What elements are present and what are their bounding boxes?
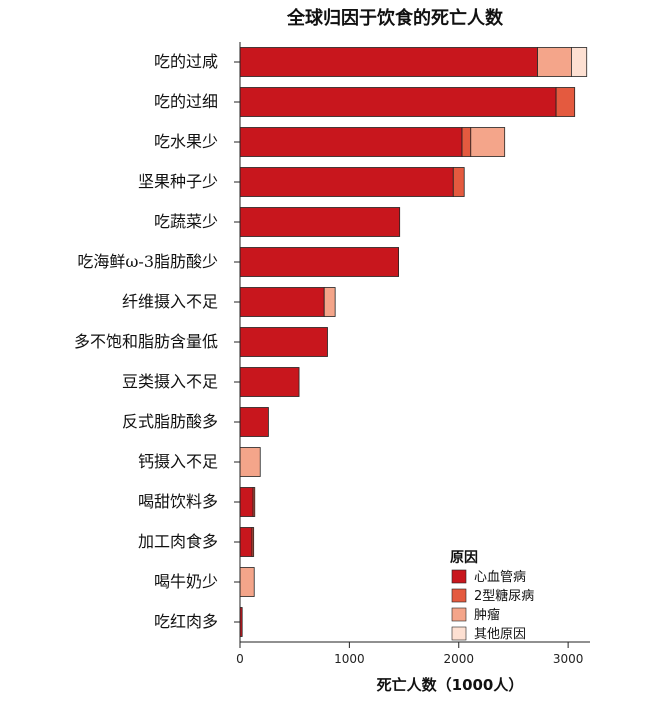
bar-segment [239, 447, 261, 477]
category-label: 吃海鲜ω-3脂肪酸少 [77, 252, 218, 271]
bar-segment [239, 367, 300, 397]
category-label: 喝牛奶少 [154, 572, 218, 591]
category-label: 吃的过细 [154, 92, 218, 111]
category-label: 坚果种子少 [138, 172, 218, 191]
legend-label: 其他原因 [474, 627, 526, 642]
bar-segment [571, 47, 588, 77]
x-ticks: 0 1000 2000 3000 [236, 642, 583, 666]
category-label: 多不饱和脂肪含量低 [74, 332, 218, 351]
legend-swatch [451, 588, 467, 603]
bar-segment [239, 327, 328, 357]
bars-layer [239, 47, 588, 637]
bar-segment [470, 127, 506, 157]
x-tick-label: 3000 [553, 652, 584, 666]
bar-segment [452, 167, 465, 197]
bar-segment [251, 527, 255, 557]
bar-segment [239, 87, 557, 117]
x-tick-label: 2000 [443, 652, 474, 666]
category-label: 吃蔬菜少 [154, 212, 218, 231]
category-label: 吃的过咸 [154, 52, 218, 71]
bar-segment [323, 287, 336, 317]
bar-segment [239, 207, 401, 237]
bar-segment [239, 527, 253, 557]
x-axis-label: 死亡人数（1000人） [377, 676, 524, 694]
legend-label: 肿瘤 [474, 607, 500, 623]
legend-swatch [451, 569, 467, 584]
x-tick-label: 0 [236, 652, 244, 666]
x-tick-label: 1000 [334, 652, 365, 666]
category-labels: 吃的过咸吃的过细吃水果少坚果种子少吃蔬菜少吃海鲜ω-3脂肪酸少纤维摄入不足多不饱… [74, 52, 240, 631]
legend-title: 原因 [450, 550, 478, 566]
bar-segment [239, 47, 538, 77]
category-label: 豆类摄入不足 [122, 372, 218, 391]
bar-segment [239, 487, 254, 517]
category-label: 钙摄入不足 [138, 452, 218, 471]
legend-label: 心血管病 [474, 570, 526, 585]
legend-swatch [451, 626, 467, 641]
category-label: 喝甜饮料多 [138, 492, 218, 511]
bar-segment [239, 127, 463, 157]
category-label: 反式脂肪酸多 [122, 412, 218, 431]
category-label: 加工肉食多 [138, 532, 218, 551]
bar-segment [537, 47, 572, 77]
bar-segment [252, 487, 256, 517]
bar-segment [239, 407, 269, 437]
bar-segment [239, 247, 399, 277]
bar-segment [239, 567, 255, 597]
chart-title: 全球归因于饮食的死亡人数 [286, 7, 504, 29]
category-label: 吃红肉多 [154, 612, 218, 631]
bar-segment [239, 287, 325, 317]
category-label: 纤维摄入不足 [122, 292, 218, 311]
bar-segment [239, 167, 454, 197]
legend-label: 2型糖尿病 [474, 588, 534, 604]
category-label: 吃水果少 [154, 132, 218, 151]
bar-segment [461, 127, 472, 157]
bar-segment [555, 87, 576, 117]
legend-swatch [451, 607, 467, 622]
